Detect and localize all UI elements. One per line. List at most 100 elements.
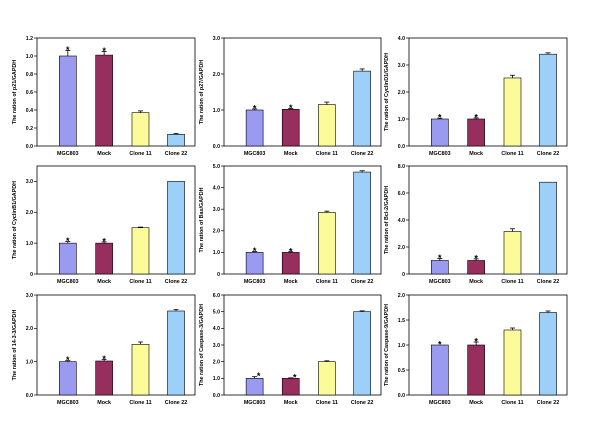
y-tick-label: 2.0 [398,245,405,251]
y-tick-label: 0.0 [398,393,405,399]
y-tick-label: 0.0 [213,393,220,399]
significance-star: * [66,45,70,55]
y-tick-label: 0.5 [398,368,405,374]
y-tick-label: 2.0 [26,326,33,332]
bar [353,70,371,147]
x-tick-label: Mock [284,151,298,157]
chart-panel: 0.0 1.0 2.0 3.0 The ration of 14-3-3/GAPDH * M… [12,293,196,406]
significance-star: * [289,246,293,256]
x-tick-label: Clone 11 [129,279,151,285]
chart-panel: 0.0 1.0 2.0 3.0 4.0 The ration of CyclinD1/GA… [384,36,568,157]
bar [318,361,336,396]
y-axis-label: The ration of Caspase-9/GAPDH [384,304,390,386]
x-tick-label: MGC803 [57,151,79,157]
y-tick-label: 1.0 [26,54,33,60]
chart-panel: 0 2.0 4.0 6.0 8.0 The ration of Bcl-2/GAPDH * M… [384,164,568,285]
bar [503,77,522,147]
y-tick-label: 2.0 [213,229,220,235]
chart-panel: 0 1.0 2.0 3.0 4.0 5.0 The ration of Bax/GAPDH *… [199,164,382,285]
y-axis-label: The ration of 14-3-3/GAPDH [12,310,18,381]
y-tick-label: 3.0 [26,293,33,299]
bar [318,104,336,147]
y-axis-label: The ration of Bax/GAPDH [199,187,205,252]
x-tick-label: Clone 11 [501,279,523,285]
y-tick-label: 1.0 [398,117,405,123]
bar [59,55,77,147]
y-tick-label: 1.0 [213,250,220,256]
chart-panel: 0 1.0 2.0 3.0 The ration of CyclinB1/GAPDH * M… [12,165,196,285]
y-tick-label: 1.5 [398,318,405,324]
y-axis-label: The ration of Bcl-2/GAPDH [384,186,390,254]
y-tick-label: 3.0 [26,179,33,185]
x-tick-label: MGC803 [244,151,266,157]
y-tick-label: 6.0 [398,191,405,197]
significance-star: * [438,340,442,350]
y-tick-label: 4.0 [398,36,405,42]
y-tick-label: 6.0 [213,293,220,299]
y-tick-label: 1.2 [26,36,33,42]
y-tick-label: 1.0 [213,376,220,382]
y-tick-label: 0 [30,272,33,278]
x-tick-label: MGC803 [57,279,79,285]
y-tick-label: 8.0 [398,164,405,170]
y-tick-label: 2.0 [26,210,33,216]
y-tick-label: 0.0 [398,144,405,150]
x-tick-label: Clone 22 [165,400,187,406]
y-tick-label: 1.0 [26,241,33,247]
x-tick-label: MGC803 [429,279,451,285]
bar [503,329,522,396]
y-tick-label: 1.0 [213,108,220,114]
x-tick-label: Mock [97,279,111,285]
significance-star: * [438,253,442,263]
y-tick-label: 2.0 [398,90,405,96]
significance-star: * [474,253,478,263]
y-axis-label: The ration of CyclinD1/GAPDH [384,53,390,131]
chart-panel: 0.0 0.2 0.4 0.6 0.8 1.0 1.2 The ration of p21/G… [12,36,196,157]
bar [167,310,185,396]
x-tick-label: Mock [469,279,483,285]
bar [167,181,185,275]
plot-frame [223,165,382,275]
plot-frame [36,294,196,396]
y-tick-label: 3.0 [213,207,220,213]
x-tick-label: Clone 11 [316,279,338,285]
x-tick-label: Clone 11 [129,151,151,157]
bar [245,378,264,396]
y-tick-label: 5.0 [213,309,220,315]
y-tick-label: 3.0 [213,36,220,42]
bar [245,109,264,147]
y-tick-label: 0.8 [26,72,33,78]
bar [467,118,485,147]
y-tick-label: 1.0 [26,359,33,365]
x-tick-label: MGC803 [244,279,266,285]
significance-star: * [66,236,70,246]
bar [59,242,77,275]
bar [59,361,77,396]
y-tick-label: 2.0 [213,72,220,78]
chart-panel: 0.0 0.5 1.0 1.5 2.0 The ration of Caspase-9/G… [384,293,568,406]
y-tick-label: 0.0 [213,144,220,150]
y-tick-label: 5.0 [213,164,220,170]
y-tick-label: 2.0 [398,293,405,299]
y-tick-label: 4.0 [213,185,220,191]
significance-star: * [474,337,478,347]
x-tick-label: MGC803 [429,151,451,157]
x-tick-label: Mock [284,279,298,285]
y-axis-label: The ration of CyclinB1/GAPDH [12,181,18,259]
significance-star: * [102,46,106,56]
y-tick-label: 0.6 [26,90,33,96]
y-tick-label: 0 [217,272,220,278]
y-axis-label: The ration of p21/GAPDH [12,60,18,124]
bar [539,312,557,396]
y-tick-label: 0.4 [26,108,33,114]
bar [281,378,300,396]
x-tick-label: Clone 11 [316,400,338,406]
bar [167,134,185,147]
bar [131,227,150,275]
plot-frame [223,37,382,147]
significance-star: * [293,372,297,382]
x-tick-label: Clone 11 [501,400,523,406]
bar [318,212,336,275]
y-tick-label: 1.0 [398,343,405,349]
